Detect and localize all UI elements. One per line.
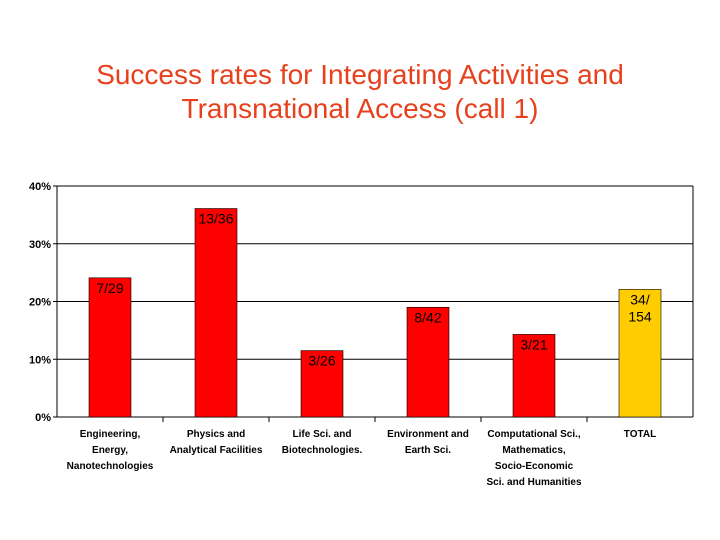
chart-title: Success rates for Integrating Activities… <box>10 58 710 126</box>
y-tick-label: 30% <box>29 239 51 251</box>
chart-title-line-2: Transnational Access (call 1) <box>181 93 539 124</box>
data-label: 3/26 <box>308 353 335 369</box>
category-label: Physics and Analytical Facilities <box>170 429 263 456</box>
data-label: 13/36 <box>198 211 233 227</box>
bar <box>406 306 450 418</box>
y-tick-label: 10% <box>29 354 51 366</box>
y-tick-label: 40% <box>29 181 51 193</box>
category-label: Environment and Earth Sci. <box>387 429 469 456</box>
bar <box>618 289 662 418</box>
data-label: 8/42 <box>414 309 441 325</box>
chart-title-line-1: Success rates for Integrating Activities… <box>96 59 624 90</box>
bar <box>194 208 238 418</box>
y-tick-label: 20% <box>29 297 51 309</box>
y-tick-label: 0% <box>35 412 51 424</box>
data-label: 3/21 <box>520 336 547 352</box>
bar <box>512 334 556 418</box>
category-label: TOTAL <box>624 429 656 440</box>
bar <box>300 350 344 418</box>
category-label: Computational Sci., Mathematics, Socio-Eco… <box>486 429 581 488</box>
data-label: 34/154 <box>628 291 652 324</box>
category-label: Engineering, Energy, Nanotechnologies <box>67 429 154 472</box>
category-label: Life Sci. and Biotechnologies. <box>282 429 363 456</box>
bar <box>88 277 132 418</box>
data-label: 7/29 <box>96 280 123 296</box>
